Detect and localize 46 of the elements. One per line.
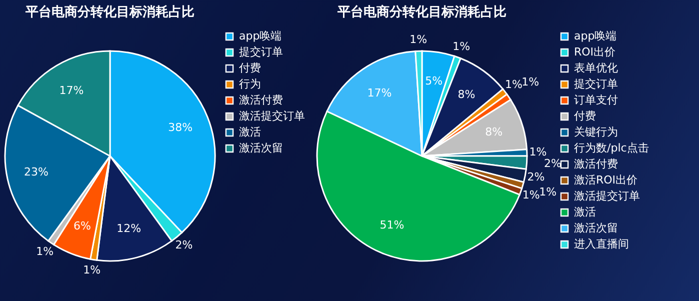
data-label: 6% <box>73 219 91 232</box>
legend-label: 行为数/plc点击 <box>574 142 649 154</box>
chart-title: 平台电商分转化目标消耗占比 <box>24 4 194 20</box>
legend-label: 激活次留 <box>239 142 283 154</box>
data-label: 8% <box>485 126 503 139</box>
legend-label: 提交订单 <box>239 46 283 58</box>
data-label: 1% <box>36 244 54 258</box>
data-label: 1% <box>452 40 470 53</box>
data-label: 1% <box>522 188 540 202</box>
legend-label: 激活付费 <box>574 158 618 170</box>
legend-label: 订单支付 <box>574 94 618 106</box>
legend-label: 进入直播间 <box>574 238 629 250</box>
legend-label: 激活提交订单 <box>239 110 305 122</box>
legend-label: 激活提交订单 <box>574 190 640 202</box>
legend-label: 提交订单 <box>574 78 618 90</box>
legend-label: 激活次留 <box>574 222 618 234</box>
data-label: 8% <box>458 88 476 101</box>
data-label: 2% <box>527 170 545 184</box>
legend-label: 付费 <box>574 110 596 122</box>
data-label: 12% <box>116 222 142 236</box>
legend-label: ROI出价 <box>574 46 616 58</box>
data-label: 5% <box>425 74 443 88</box>
legend-label: 激活 <box>239 126 261 138</box>
legend-label: 行为 <box>239 78 261 90</box>
legend-label: 表单优化 <box>574 62 618 74</box>
data-label: 2% <box>175 238 193 252</box>
data-label: 17% <box>59 84 84 97</box>
legend-label: 激活ROI出价 <box>574 174 638 186</box>
data-label: 51% <box>380 218 404 232</box>
data-label: 17% <box>367 86 392 100</box>
legend-label: app唤端 <box>574 30 617 42</box>
legend-label: 关键行为 <box>574 126 618 138</box>
data-label: 23% <box>24 165 48 178</box>
data-label: 38% <box>168 121 193 134</box>
legend-label: app唤端 <box>239 30 282 42</box>
chart-title: 平台电商分转化目标消耗占比 <box>336 4 506 20</box>
data-label: 1% <box>410 33 428 46</box>
legend-label: 激活付费 <box>239 94 283 106</box>
data-label: 1% <box>529 145 547 158</box>
data-label: 1% <box>522 75 540 88</box>
data-label: 1% <box>83 264 101 277</box>
data-label: 1% <box>539 186 557 199</box>
data-label: 1% <box>504 78 522 91</box>
legend-label: 付费 <box>239 62 261 74</box>
data-label: 2% <box>544 157 562 170</box>
legend-label: 激活 <box>574 206 596 218</box>
